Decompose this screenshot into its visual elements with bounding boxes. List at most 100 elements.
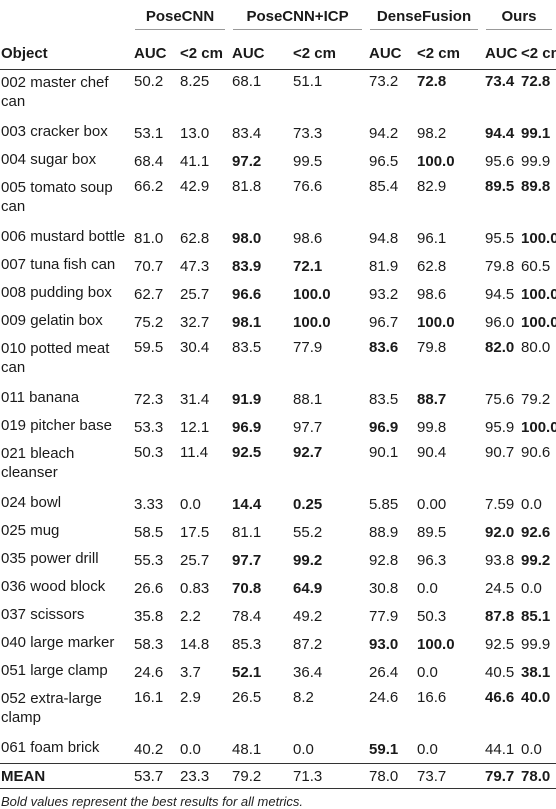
table-row: 006 mustard bottle 81.0 62.8 98.0 98.6 94.8 96… [0,224,556,252]
object-name-cell: 007 tuna fish can [1,256,116,273]
value-cell: 24.5 [485,579,515,597]
value-cell: 79.2 [521,390,551,408]
value-cell: 99.5 [293,152,323,170]
value-cell: 100.0 [293,285,331,303]
value-cell: 0.0 [180,495,201,513]
value-cell: 93.0 [369,635,399,653]
value-cell: 90.7 [485,444,515,461]
value-cell: 70.8 [232,579,262,597]
value-cell: 26.6 [134,579,164,597]
value-cell: 30.4 [180,339,210,356]
value-cell: 96.1 [417,229,447,247]
value-cell: 95.5 [485,229,515,247]
object-name-cell: 035 power drill [1,550,99,567]
metric-header: AUC [366,38,415,70]
value-cell: 0.83 [180,579,210,597]
method-header-posecnn-icp: PoseCNN+ICP [229,0,366,38]
value-cell: 8.2 [293,689,314,706]
value-cell: 83.5 [232,339,262,356]
value-cell: 14.8 [180,635,210,653]
table-row: 008 pudding box 62.7 25.7 96.6 100.0 93.2 98.6… [0,280,556,308]
object-name-cell: 036 wood block [1,578,106,595]
table-row: 061 foam brick 40.2 0.0 48.1 0.0 59.1 0.0 44.1 0… [0,735,556,764]
table-body: 002 master chef can 50.2 8.25 68.1 51.1 73.2 7… [0,70,556,789]
value-cell: 99.9 [521,635,551,653]
value-cell: 98.6 [293,229,323,247]
value-cell: 94.5 [485,285,515,303]
object-name-cell: 019 pitcher base [1,417,112,434]
value-cell: 2.2 [180,607,201,625]
value-cell: 96.9 [369,418,399,436]
value-cell: 83.9 [232,257,262,275]
value-cell: 83.4 [232,124,262,142]
mean-value-cell: 73.7 [414,763,483,789]
value-cell: 26.4 [369,663,399,681]
value-cell: 73.2 [369,73,399,90]
value-cell: 88.7 [417,390,447,408]
value-cell: 92.8 [369,551,399,569]
value-cell: 7.59 [485,495,515,513]
value-cell: 93.8 [485,551,515,569]
metric-header: AUC [229,38,291,70]
value-cell: 58.3 [134,635,164,653]
value-cell: 16.6 [417,689,447,706]
table-row: 036 wood block 26.6 0.83 70.8 64.9 30.8 0.0 24.… [0,574,556,602]
table-row: 035 power drill 55.3 25.7 97.7 99.2 92.8 96.3 9… [0,546,556,574]
value-cell: 0.00 [417,495,447,513]
value-cell: 44.1 [485,740,515,758]
value-cell: 79.8 [417,339,447,356]
value-cell: 76.6 [293,178,323,195]
value-cell: 90.4 [417,444,447,461]
value-cell: 87.8 [485,607,515,625]
value-cell: 32.7 [180,313,210,331]
value-cell: 100.0 [521,229,556,247]
object-name-cell: 005 tomato soup can [1,179,113,215]
value-cell: 81.9 [369,257,399,275]
value-cell: 0.0 [180,740,201,758]
value-cell: 58.5 [134,523,164,541]
value-cell: 97.7 [232,551,262,569]
value-cell: 68.1 [232,73,262,90]
value-cell: 0.0 [521,740,542,758]
table-row: 003 cracker box 53.1 13.0 83.4 73.3 94.2 98.2 9… [0,119,556,147]
value-cell: 24.6 [134,663,164,681]
metric-header: <2 cm [290,38,367,70]
table-row: 037 scissors 35.8 2.2 78.4 49.2 77.9 50.3 87.8 8… [0,602,556,630]
value-cell: 72.8 [417,73,447,90]
object-name-cell: 006 mustard bottle [1,228,126,245]
table-row: 025 mug 58.5 17.5 81.1 55.2 88.9 89.5 92.0 92.6 [0,518,556,546]
value-cell: 88.9 [369,523,399,541]
value-cell: 0.0 [521,579,542,597]
method-header-ours: Ours [482,0,556,38]
value-cell: 94.4 [485,124,515,142]
value-cell: 78.4 [232,607,262,625]
value-cell: 35.8 [134,607,164,625]
value-cell: 0.0 [417,663,438,681]
value-cell: 100.0 [521,285,556,303]
value-cell: 89.5 [485,178,515,195]
value-cell: 72.1 [293,257,323,275]
method-header-posecnn: PoseCNN [131,0,229,38]
table-row: 005 tomato soup can 66.2 42.9 81.8 76.6 85.4 8… [0,175,556,224]
table-row: 019 pitcher base 53.3 12.1 96.9 97.7 96.9 99.8… [0,413,556,441]
value-cell: 62.8 [417,257,447,275]
object-name-cell: 021 bleach cleanser [1,445,75,481]
object-name-cell: 011 banana [1,389,80,406]
value-cell: 100.0 [417,313,455,331]
value-cell: 79.8 [485,257,515,275]
value-cell: 97.7 [293,418,323,436]
value-cell: 66.2 [134,178,164,195]
method-header-densefusion: DenseFusion [366,0,482,38]
value-cell: 90.6 [521,444,551,461]
value-cell: 62.8 [180,229,210,247]
value-cell: 75.2 [134,313,164,331]
method-label: PoseCNN [135,8,226,30]
table-row: 024 bowl 3.33 0.0 14.4 0.25 5.85 0.00 7.59 0.0 [0,490,556,518]
value-cell: 53.3 [134,418,164,436]
value-cell: 94.8 [369,229,399,247]
method-label: DenseFusion [370,8,479,30]
mean-value-cell: 71.3 [290,763,367,789]
value-cell: 85.1 [521,607,551,625]
value-cell: 80.0 [521,339,551,356]
value-cell: 81.8 [232,178,262,195]
